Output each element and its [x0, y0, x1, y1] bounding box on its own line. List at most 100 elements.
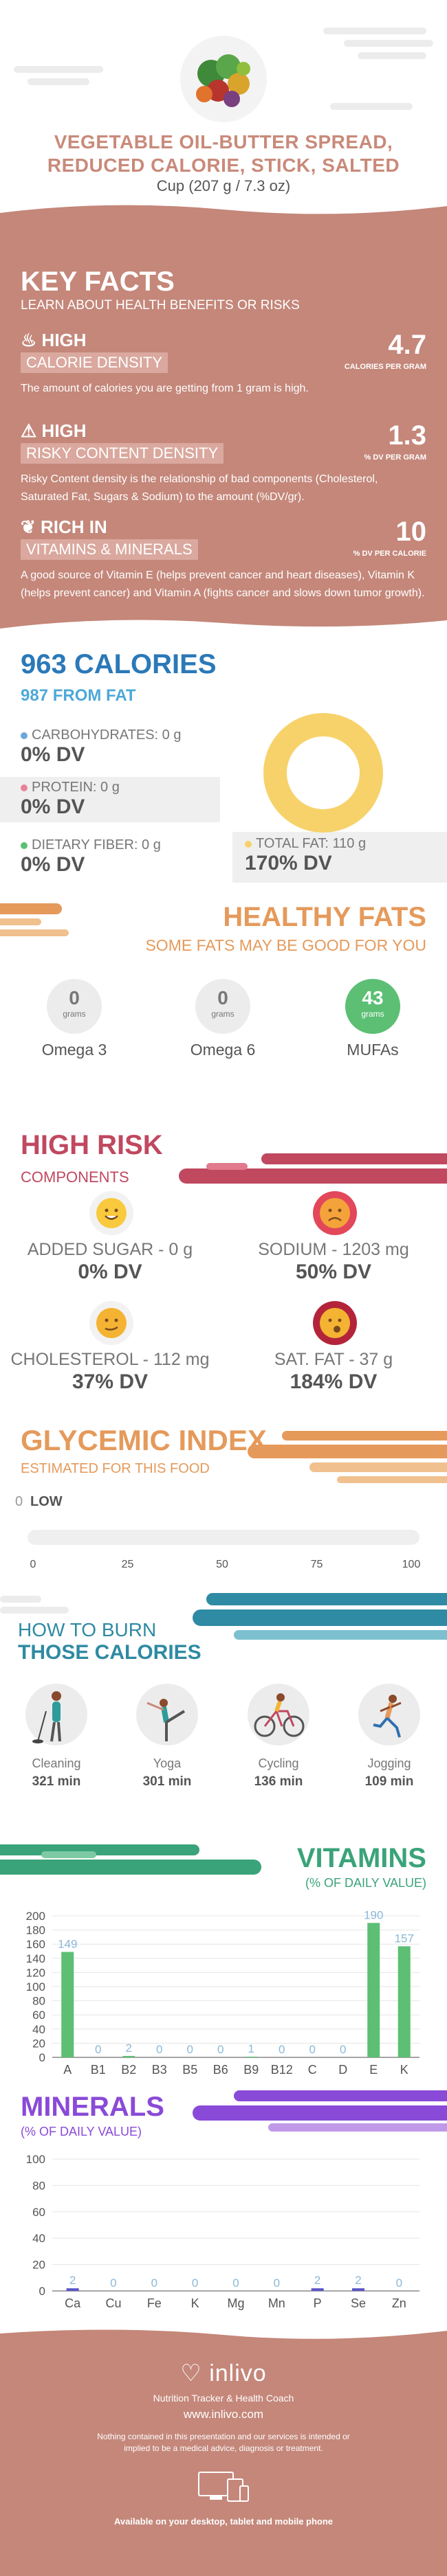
- mufa-value: 43: [362, 987, 384, 1008]
- y-tick-label: 20: [32, 2259, 45, 2272]
- x-tick-label: Cu: [105, 2296, 121, 2310]
- y-tick-label: 0: [39, 2051, 45, 2064]
- cleaning-label: Cleaning: [32, 1756, 81, 1770]
- omega6-circle: 0 grams: [195, 979, 250, 1034]
- x-tick-label: Mg: [227, 2296, 244, 2310]
- key-facts-title: KEY FACTS: [21, 267, 175, 297]
- fat-dot-icon: [245, 841, 252, 848]
- cleaning-time: 321 min: [32, 1774, 81, 1789]
- omega3-value: 0: [69, 987, 80, 1008]
- healthy-fats-section: HEALTHY FATS SOME FATS MAY BE GOOD FOR Y…: [0, 896, 447, 1115]
- jogging-icon: [358, 1684, 420, 1745]
- bar-value-label: 0: [340, 2043, 346, 2056]
- sodium-label: SODIUM - 1203 mg: [258, 1240, 409, 1259]
- sat-fat-dv: 184% DV: [290, 1370, 378, 1393]
- yoga-icon: [136, 1684, 198, 1745]
- bar: [61, 1952, 74, 2057]
- x-tick-label: Zn: [392, 2296, 406, 2310]
- footer-tagline: Nutrition Tracker & Health Coach: [153, 2393, 294, 2404]
- key-facts-subtitle: LEARN ABOUT HEALTH BENEFITS OR RISKS: [21, 298, 300, 313]
- y-tick-label: 120: [26, 1966, 45, 1979]
- sodium-dv: 50% DV: [295, 1261, 372, 1283]
- y-tick-label: 160: [26, 1938, 45, 1951]
- yoga-time: 301 min: [142, 1774, 192, 1789]
- sad-face-icon: [313, 1191, 357, 1235]
- bar-value-label: 0: [279, 2043, 285, 2056]
- x-tick-label: B1: [91, 2063, 106, 2077]
- x-tick-label: D: [338, 2063, 347, 2077]
- added-sugar-label: ADDED SUGAR - 0 g: [27, 1240, 193, 1259]
- bar-value-label: 0: [217, 2043, 224, 2056]
- y-tick-label: 140: [26, 1952, 45, 1965]
- fact-description: The amount of calories you are getting f…: [21, 383, 309, 394]
- footer-logo: ♡ inlivo: [0, 2360, 447, 2387]
- bar-value-label: 0: [156, 2043, 162, 2056]
- high-risk-subtitle: COMPONENTS: [21, 1168, 129, 1186]
- bar-value-label: 2: [355, 2274, 361, 2287]
- bar-value-label: 0: [187, 2043, 193, 2056]
- bar-value-label: 1: [248, 2042, 254, 2055]
- bar-value-label: 0: [274, 2276, 280, 2290]
- cholesterol-label: CHOLESTEROL - 112 mg: [10, 1350, 210, 1369]
- carbs-dv: 0% DV: [21, 743, 85, 766]
- y-tick-label: 80: [32, 2179, 45, 2192]
- gi-tick-label: 75: [310, 1559, 323, 1570]
- omega3-label: Omega 3: [41, 1041, 107, 1059]
- fact-description: Risky Content density is the relationshi…: [21, 473, 378, 503]
- gi-tick-label: 100: [402, 1559, 421, 1570]
- minerals-subtitle: (% OF DAILY VALUE): [21, 2125, 142, 2138]
- fiber-dv: 0% DV: [21, 853, 85, 876]
- minerals-section: MINERALS (% OF DAILY VALUE) 0 20 40 60 80 100…: [0, 2090, 447, 2324]
- footer-section: ♡ inlivo Nutrition Tracker & Health Coac…: [0, 2324, 447, 2576]
- y-tick-label: 200: [26, 1910, 45, 1923]
- bar-value-label: 0: [309, 2043, 316, 2056]
- bar-value-label: 190: [364, 1908, 383, 1921]
- bar: [311, 2288, 324, 2291]
- bar: [367, 1923, 380, 2057]
- mufa-unit: grams: [361, 1009, 384, 1019]
- gi-tick-label: 0: [30, 1559, 36, 1570]
- fact-value: 10: [395, 517, 427, 547]
- x-tick-label: B6: [213, 2063, 228, 2077]
- bar-value-label: 0: [95, 2043, 101, 2056]
- fat-label: TOTAL FAT: 110 g: [256, 836, 367, 851]
- vitamins-decoration: [0, 1844, 261, 1875]
- calories-from-fat: 987 FROM FAT: [21, 686, 136, 705]
- glycemic-index-section: GLYCEMIC INDEX ESTIMATED FOR THIS FOOD 0…: [0, 1424, 447, 1589]
- x-tick-label: Fe: [147, 2296, 162, 2310]
- fact-unit: CALORIES PER GRAM: [344, 363, 426, 371]
- brand-name: inlivo: [209, 2360, 267, 2386]
- omega6-unit: grams: [211, 1009, 235, 1019]
- gi-tick-label: 50: [216, 1559, 228, 1570]
- fact-unit: % DV PER GRAM: [364, 453, 426, 462]
- nutrient-fat: TOTAL FAT: 110 g 170% DV: [232, 832, 447, 883]
- gi-tick-label: 25: [121, 1559, 134, 1570]
- y-tick-label: 40: [32, 2023, 45, 2036]
- carbs-dot-icon: [21, 732, 28, 739]
- header-section: VEGETABLE OIL-BUTTER SPREAD, REDUCED CAL…: [0, 0, 447, 227]
- nutrient-fiber: DIETARY FIBER: 0 g 0% DV: [0, 835, 220, 880]
- fiber-dot-icon: [21, 842, 28, 849]
- x-tick-label: Se: [351, 2296, 366, 2310]
- footer-disclaimer: Nothing contained in this presentation a…: [97, 2432, 350, 2453]
- fiber-label: DIETARY FIBER: 0 g: [32, 837, 161, 852]
- burn-section: HOW TO BURN THOSE CALORIES Cleaning 321 …: [0, 1589, 447, 1843]
- jogging-label: Jogging: [367, 1756, 411, 1770]
- bar-value-label: 0: [396, 2276, 402, 2290]
- serving-size: Cup (207 g / 7.3 oz): [156, 177, 291, 194]
- calories-title: 963 CALORIES: [21, 649, 217, 679]
- title-line-2: REDUCED CALORIE, STICK, SALTED: [47, 155, 400, 176]
- y-tick-label: 20: [32, 2037, 45, 2050]
- vitamins-title: VITAMINS: [296, 1843, 426, 1873]
- heart-icon: ♡: [180, 2360, 202, 2386]
- bar-value-label: 0: [232, 2276, 239, 2290]
- bar-value-label: 149: [58, 1938, 77, 1951]
- food-title: VEGETABLE OIL-BUTTER SPREAD, REDUCED CAL…: [0, 131, 447, 177]
- y-tick-label: 100: [26, 2153, 45, 2166]
- burn-decoration: [0, 1593, 447, 1640]
- burn-title-2: THOSE CALORIES: [18, 1641, 201, 1664]
- footer-url[interactable]: www.inlivo.com: [183, 2408, 264, 2421]
- nutrient-protein: PROTEIN: 0 g 0% DV: [0, 777, 220, 822]
- fact-value: 4.7: [388, 330, 426, 360]
- gi-decoration: [248, 1431, 447, 1483]
